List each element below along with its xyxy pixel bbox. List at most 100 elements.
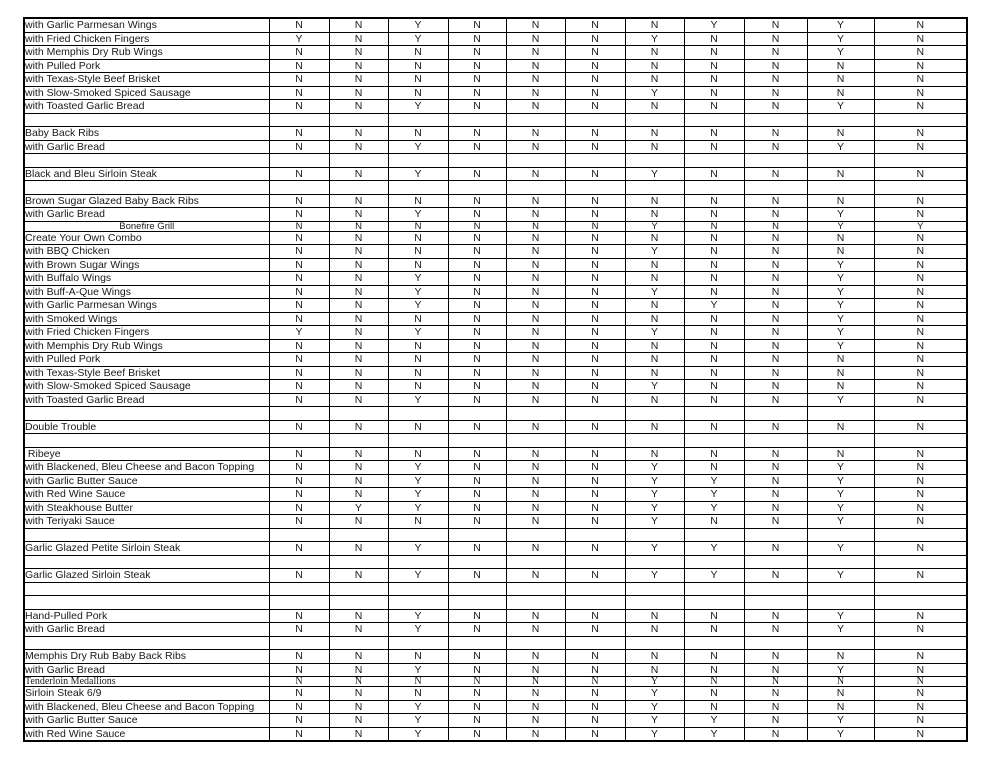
- value-cell: Y: [624, 460, 685, 475]
- value-cell: N: [806, 419, 875, 434]
- value-cell: N: [268, 392, 330, 407]
- value-cell: Y: [624, 676, 685, 687]
- value-cell: N: [683, 446, 745, 461]
- value-cell: N: [564, 608, 626, 623]
- value-cell: [564, 554, 626, 569]
- value-cell: N: [387, 676, 449, 687]
- value-cell: N: [328, 72, 389, 87]
- table-row: Memphis Dry Rub Baby Back Ribs N N N N N N N N N N…: [23, 649, 968, 664]
- value-cell: [564, 153, 626, 168]
- value-cell: Y: [387, 392, 449, 407]
- value-cell: N: [447, 338, 507, 353]
- value-cell: [806, 180, 875, 195]
- item-label-cell: with Garlic Butter Sauce: [23, 713, 270, 728]
- value-cell: N: [564, 699, 626, 714]
- value-cell: N: [683, 31, 745, 46]
- value-cell: [873, 527, 968, 542]
- value-cell: [624, 554, 685, 569]
- value-cell: [873, 595, 968, 610]
- value-cell: N: [387, 686, 449, 701]
- value-cell: N: [505, 58, 566, 73]
- value-cell: N: [505, 325, 566, 340]
- value-cell: N: [806, 126, 875, 141]
- value-cell: N: [873, 193, 968, 208]
- value-cell: N: [743, 460, 808, 475]
- value-cell: N: [328, 379, 389, 394]
- value-cell: N: [873, 17, 968, 33]
- value-cell: N: [387, 514, 449, 529]
- item-label-cell: with Slow-Smoked Spiced Sausage: [23, 379, 270, 394]
- value-cell: N: [505, 284, 566, 299]
- value-cell: N: [387, 220, 449, 232]
- value-cell: N: [268, 541, 330, 556]
- value-cell: N: [806, 686, 875, 701]
- value-cell: N: [743, 568, 808, 583]
- value-cell: N: [873, 419, 968, 434]
- item-label-cell: with Blackened, Bleu Cheese and Bacon To…: [23, 460, 270, 475]
- value-cell: [387, 180, 449, 195]
- value-cell: N: [743, 649, 808, 664]
- value-cell: [683, 635, 745, 650]
- value-cell: [564, 180, 626, 195]
- value-cell: N: [328, 514, 389, 529]
- value-cell: Y: [683, 541, 745, 556]
- value-cell: Y: [387, 31, 449, 46]
- value-cell: N: [505, 244, 566, 259]
- value-cell: N: [683, 392, 745, 407]
- table-row: with Teriyaki Sauce N N N N N N Y N N Y N: [23, 514, 968, 529]
- item-label-cell: with Garlic Bread: [23, 662, 270, 677]
- value-cell: [328, 527, 389, 542]
- value-cell: N: [683, 311, 745, 326]
- value-cell: N: [683, 379, 745, 394]
- value-cell: N: [268, 713, 330, 728]
- value-cell: N: [873, 473, 968, 488]
- value-cell: [624, 433, 685, 448]
- item-label-cell: with Garlic Parmesan Wings: [23, 17, 270, 33]
- value-cell: N: [505, 699, 566, 714]
- value-cell: N: [564, 126, 626, 141]
- table-row: with Brown Sugar Wings N N N N N N N N N Y N: [23, 257, 968, 272]
- value-cell: N: [743, 207, 808, 222]
- item-label-cell: Black and Bleu Sirloin Steak: [23, 166, 270, 181]
- value-cell: N: [873, 207, 968, 222]
- value-cell: [564, 406, 626, 421]
- item-label-cell: Hand-Pulled Pork: [23, 608, 270, 623]
- value-cell: N: [564, 72, 626, 87]
- table-row: with Smoked Wings N N N N N N N N N Y N: [23, 311, 968, 326]
- value-cell: N: [447, 686, 507, 701]
- value-cell: N: [743, 487, 808, 502]
- spacer-row: [23, 112, 968, 127]
- value-cell: N: [387, 126, 449, 141]
- value-cell: [624, 635, 685, 650]
- value-cell: Y: [387, 17, 449, 33]
- value-cell: N: [743, 45, 808, 60]
- table-row: Ribeye N N N N N N N N N N N: [23, 446, 968, 461]
- value-cell: N: [447, 419, 507, 434]
- item-label-cell: Brown Sugar Glazed Baby Back Ribs: [23, 193, 270, 208]
- value-cell: [447, 433, 507, 448]
- value-cell: N: [683, 365, 745, 380]
- value-cell: [743, 635, 808, 650]
- value-cell: N: [328, 446, 389, 461]
- value-cell: Y: [624, 726, 685, 742]
- value-cell: N: [873, 649, 968, 664]
- item-label-cell: with Garlic Bread: [23, 139, 270, 154]
- item-label-cell: [23, 433, 270, 448]
- value-cell: N: [683, 514, 745, 529]
- item-label-cell: Tenderloin Medallions: [23, 676, 270, 687]
- spacer-row: [23, 180, 968, 195]
- value-cell: N: [683, 85, 745, 100]
- value-cell: N: [683, 207, 745, 222]
- value-cell: N: [387, 649, 449, 664]
- value-cell: [268, 554, 330, 569]
- value-cell: N: [387, 311, 449, 326]
- item-label-cell: Baby Back Ribs: [23, 126, 270, 141]
- value-cell: N: [447, 298, 507, 313]
- value-cell: N: [447, 230, 507, 245]
- value-cell: Y: [387, 662, 449, 677]
- item-label-cell: [23, 635, 270, 650]
- value-cell: N: [268, 72, 330, 87]
- value-cell: [806, 433, 875, 448]
- table-row: Sirloin Steak 6/9 N N N N N N Y N N N N: [23, 686, 968, 701]
- table-row: with Slow-Smoked Spiced Sausage N N N N N N Y N N…: [23, 85, 968, 100]
